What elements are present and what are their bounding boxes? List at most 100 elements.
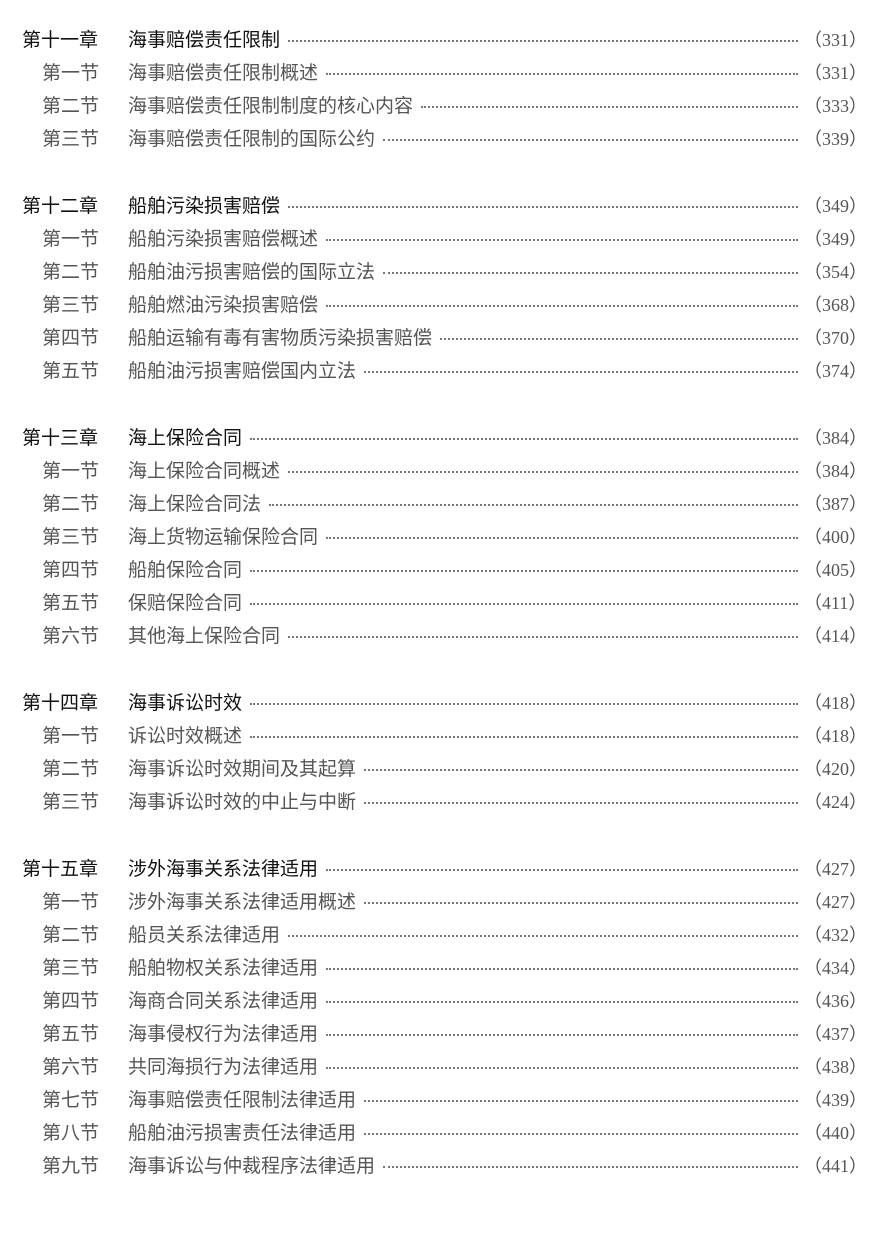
entry-label: 第十五章	[22, 858, 99, 880]
page-number: （436）	[804, 990, 867, 1011]
section-entry[interactable]: 第五节 保赔保险合同 （411）	[0, 585, 888, 618]
page-number: （414）	[804, 625, 867, 646]
leader-dots	[364, 1132, 798, 1135]
section-entry[interactable]: 第二节 海上保险合同法 （387）	[0, 486, 888, 519]
section-entry[interactable]: 第二节 海事诉讼时效期间及其起算 （420）	[0, 751, 888, 784]
entry-label: 第三节	[42, 128, 100, 150]
page-number: （349）	[804, 228, 867, 249]
leader-dots	[326, 1066, 798, 1069]
section-entry[interactable]: 第二节 船舶油污损害赔偿的国际立法 （354）	[0, 254, 888, 287]
section-entry[interactable]: 第五节 船舶油污损害赔偿国内立法 （374）	[0, 353, 888, 386]
section-entry[interactable]: 第四节 船舶运输有毒有害物质污染损害赔偿 （370）	[0, 320, 888, 353]
page-number: （333）	[804, 95, 867, 116]
section-entry[interactable]: 第一节 诉讼时效概述 （418）	[0, 718, 888, 751]
entry-label: 第三节	[42, 957, 100, 979]
entry-label: 第三节	[42, 294, 100, 316]
entry-label: 第一节	[42, 460, 100, 482]
section-entry[interactable]: 第七节 海事赔偿责任限制法律适用 （439）	[0, 1082, 888, 1115]
leader-dots	[364, 901, 798, 904]
page-number: （339）	[804, 128, 867, 149]
page-number: （349）	[804, 195, 867, 216]
section-entry[interactable]: 第四节 船舶保险合同 （405）	[0, 552, 888, 585]
page-number: （424）	[804, 791, 867, 812]
leader-dots	[364, 801, 798, 804]
section-entry[interactable]: 第八节 船舶油污损害责任法律适用 （440）	[0, 1115, 888, 1148]
page-number: （438）	[804, 1056, 867, 1077]
leader-dots	[326, 536, 798, 539]
entry-title: 涉外海事关系法律适用概述	[128, 891, 357, 913]
entry-title: 海上保险合同概述	[128, 460, 281, 482]
page-number: （368）	[804, 294, 867, 315]
leader-dots	[288, 205, 798, 208]
entry-title: 诉讼时效概述	[128, 725, 243, 747]
chapter-entry[interactable]: 第十三章 海上保险合同 （384）	[0, 420, 888, 453]
page-number: （434）	[804, 957, 867, 978]
page-number: （420）	[804, 758, 867, 779]
section-entry[interactable]: 第五节 海事侵权行为法律适用 （437）	[0, 1016, 888, 1049]
page-number: （418）	[804, 725, 867, 746]
leader-dots	[364, 768, 798, 771]
section-entry[interactable]: 第一节 海事赔偿责任限制概述 （331）	[0, 55, 888, 88]
page-number: （374）	[804, 360, 867, 381]
section-entry[interactable]: 第一节 海上保险合同概述 （384）	[0, 453, 888, 486]
section-entry[interactable]: 第二节 船员关系法律适用 （432）	[0, 917, 888, 950]
leader-dots	[250, 569, 798, 572]
page-number: （400）	[804, 526, 867, 547]
chapter-block: 第十四章 海事诉讼时效 （418） 第一节 诉讼时效概述 （418） 第二节 海事诉讼时效期间…	[0, 685, 888, 817]
section-entry[interactable]: 第三节 船舶燃油污染损害赔偿 （368）	[0, 287, 888, 320]
entry-title: 海事赔偿责任限制制度的核心内容	[128, 95, 414, 117]
entry-label: 第七节	[42, 1089, 100, 1111]
page-number: （440）	[804, 1122, 867, 1143]
leader-dots	[326, 238, 798, 241]
page-number: （441）	[804, 1155, 867, 1176]
chapter-entry[interactable]: 第十五章 涉外海事关系法律适用 （427）	[0, 851, 888, 884]
page-number: （439）	[804, 1089, 867, 1110]
chapter-entry[interactable]: 第十二章 船舶污染损害赔偿 （349）	[0, 188, 888, 221]
section-entry[interactable]: 第三节 船舶物权关系法律适用 （434）	[0, 950, 888, 983]
entry-label: 第十一章	[22, 29, 99, 51]
section-entry[interactable]: 第一节 船舶污染损害赔偿概述 （349）	[0, 221, 888, 254]
section-entry[interactable]: 第四节 海商合同关系法律适用 （436）	[0, 983, 888, 1016]
chapter-block: 第十一章 海事赔偿责任限制 （331） 第一节 海事赔偿责任限制概述 （331） 第二节 海事…	[0, 22, 888, 154]
entry-title: 船员关系法律适用	[128, 924, 281, 946]
entry-label: 第二节	[42, 493, 100, 515]
page-number: （384）	[804, 460, 867, 481]
entry-title: 海商合同关系法律适用	[128, 990, 319, 1012]
entry-title: 海事赔偿责任限制	[128, 29, 281, 51]
entry-title: 海事赔偿责任限制法律适用	[128, 1089, 357, 1111]
entry-label: 第二节	[42, 95, 100, 117]
chapter-entry[interactable]: 第十一章 海事赔偿责任限制 （331）	[0, 22, 888, 55]
leader-dots	[383, 138, 798, 141]
entry-title: 船舶运输有毒有害物质污染损害赔偿	[128, 327, 433, 349]
entry-label: 第一节	[42, 228, 100, 250]
entry-label: 第五节	[42, 360, 100, 382]
page-number: （418）	[804, 692, 867, 713]
section-entry[interactable]: 第三节 海事赔偿责任限制的国际公约 （339）	[0, 121, 888, 154]
section-entry[interactable]: 第三节 海上货物运输保险合同 （400）	[0, 519, 888, 552]
leader-dots	[326, 868, 798, 871]
entry-title: 涉外海事关系法律适用	[128, 858, 319, 880]
leader-dots	[250, 437, 798, 440]
chapter-block: 第十二章 船舶污染损害赔偿 （349） 第一节 船舶污染损害赔偿概述 （349） 第二节 船舶…	[0, 188, 888, 386]
entry-label: 第十二章	[22, 195, 99, 217]
entry-title: 保赔保险合同	[128, 592, 243, 614]
page-number: （331）	[804, 62, 867, 83]
section-entry[interactable]: 第九节 海事诉讼与仲裁程序法律适用 （441）	[0, 1148, 888, 1181]
entry-label: 第一节	[42, 725, 100, 747]
section-entry[interactable]: 第六节 其他海上保险合同 （414）	[0, 618, 888, 651]
entry-title: 海上保险合同	[128, 427, 243, 449]
page-number: （370）	[804, 327, 867, 348]
page-number: （387）	[804, 493, 867, 514]
section-entry[interactable]: 第二节 海事赔偿责任限制制度的核心内容 （333）	[0, 88, 888, 121]
entry-label: 第二节	[42, 924, 100, 946]
leader-dots	[383, 271, 798, 274]
chapter-entry[interactable]: 第十四章 海事诉讼时效 （418）	[0, 685, 888, 718]
leader-dots	[326, 304, 798, 307]
section-entry[interactable]: 第一节 涉外海事关系法律适用概述 （427）	[0, 884, 888, 917]
section-entry[interactable]: 第六节 共同海损行为法律适用 （438）	[0, 1049, 888, 1082]
leader-dots	[288, 635, 798, 638]
entry-label: 第六节	[42, 625, 100, 647]
entry-label: 第五节	[42, 1023, 100, 1045]
page-number: （427）	[804, 858, 867, 879]
section-entry[interactable]: 第三节 海事诉讼时效的中止与中断 （424）	[0, 784, 888, 817]
